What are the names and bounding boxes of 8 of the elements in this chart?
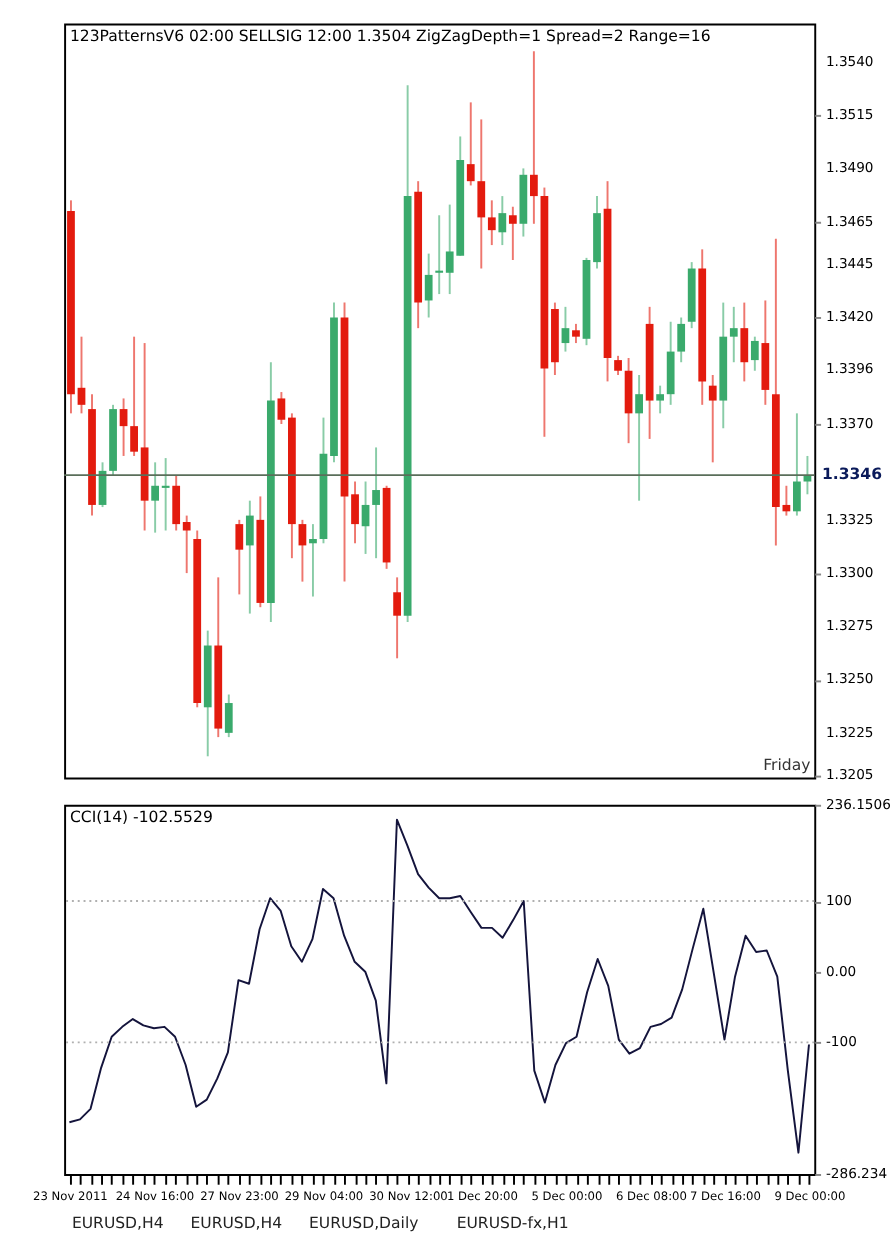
text: EURUSD,Daily [308,1214,420,1233]
text: EURUSD,H4 [190,1214,283,1233]
annotation: Friday [763,755,812,774]
text: EURUSD,H4 [71,1214,164,1233]
text: EURUSD-fx,H1 [456,1214,569,1233]
chart-title: 123PatternsV6 02:00 SELLSIG 12:00 1.3504 ZigZagDepth=1 Spread=2 Range=16 [69,27,711,46]
ref-line-label: 1.3346 [822,465,882,484]
chart-title: CCI(14) -102.5529 [69,808,213,827]
